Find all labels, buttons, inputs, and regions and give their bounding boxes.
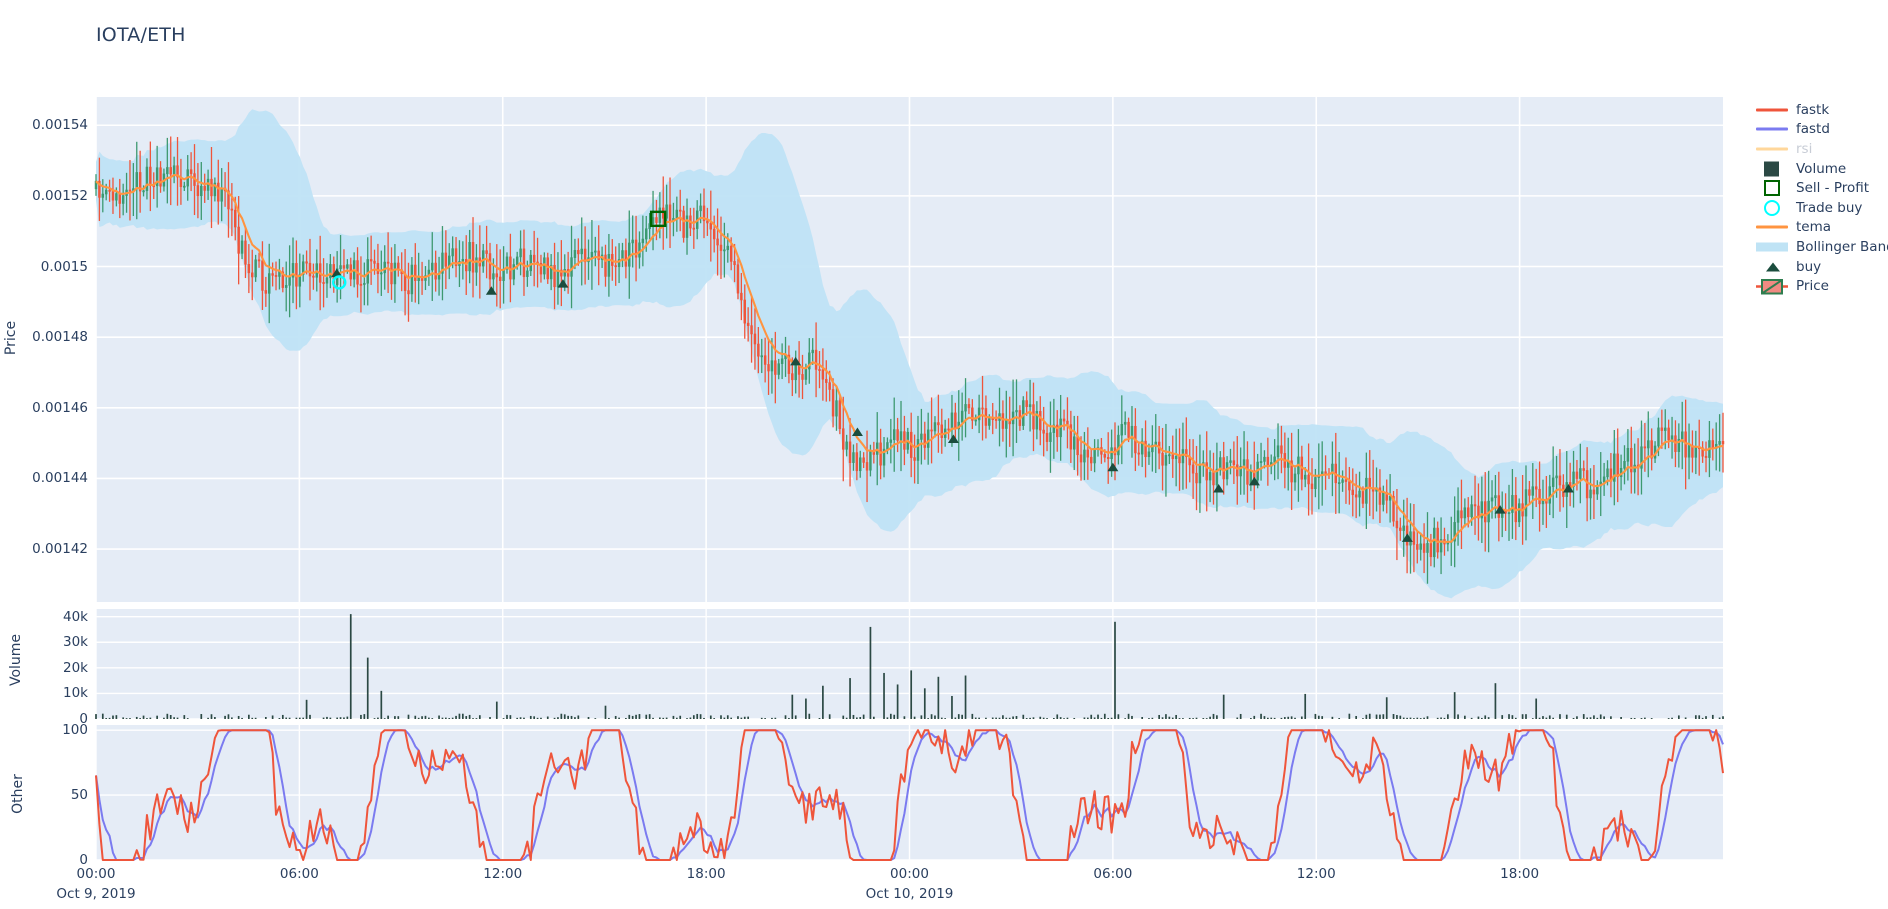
legend-item-label: rsi [1796,140,1813,157]
legend-item-label: fastd [1796,121,1830,138]
legend-line-swatch-icon [1754,120,1790,139]
other-panel [95,725,1724,861]
x-tick-label: 00:00 [890,866,929,882]
x-tick-label: 12:00 [483,866,523,882]
band-icon [1756,242,1788,252]
line-swatch-icon [1756,127,1788,131]
legend-item-fastd[interactable]: fastd [1754,120,1888,140]
candlestick-icon [1756,278,1788,295]
price-panel [94,97,1725,602]
x-date-label: Oct 9, 2019 [56,886,136,902]
legend-item-label: Bollinger Band [1796,238,1888,255]
legend-band-swatch-icon [1754,237,1790,256]
legend-item-bollinger-band[interactable]: Bollinger Band [1754,237,1888,257]
legend-line-swatch-icon [1754,218,1790,237]
legend-line-swatch-icon [1754,100,1790,119]
other-plot [95,725,1724,861]
y-tick-label: 30k [63,634,88,651]
x-tick-label: 06:00 [1093,866,1133,882]
legend-item-buy[interactable]: buy [1754,257,1888,277]
y-tick-label: 0.00146 [32,399,88,416]
legend-item-label: tema [1796,219,1832,236]
y-tick-label: 0.00154 [32,117,88,134]
legend-line-swatch-icon [1754,139,1790,158]
legend-item-volume[interactable]: Volume [1754,159,1888,179]
y-tick-label: 10k [63,685,88,702]
circle-open-icon [1764,199,1780,216]
y-tick-label: 40k [63,608,88,625]
x-tick-label: 06:00 [279,866,319,882]
x-tick-label: 12:00 [1296,866,1336,882]
y-tick-label: 0.0015 [40,258,88,275]
y-tick-label: 0.00142 [32,541,88,558]
legend-item-fastk[interactable]: fastk [1754,100,1888,120]
x-tick-label: 18:00 [1500,866,1540,882]
legend-square-swatch-icon [1754,159,1790,178]
y-tick-label: 50 [70,787,88,804]
x-date-label: Oct 10, 2019 [865,886,954,902]
legend-item-sell-profit[interactable]: Sell - Profit [1754,178,1888,198]
legend-item-label: Sell - Profit [1796,180,1870,197]
legend-candlestick-icon [1754,277,1790,296]
legend-item-label: buy [1796,258,1822,275]
y-tick-label: 0.00152 [32,187,88,204]
legend-item-label: Price [1796,278,1829,295]
line-swatch-icon [1756,108,1788,112]
chart-legend: fastk fastd rsi Volume Sell - Profit Trade bu… [1754,100,1888,296]
legend-open-square-icon [1754,179,1790,198]
legend-item-tema[interactable]: tema [1754,218,1888,238]
legend-open-circle-icon [1754,198,1790,217]
y-tick-label: 0 [79,711,88,727]
square-open-icon [1764,180,1780,197]
y-tick-label: 0.00148 [32,329,88,346]
x-tick-label: 00:00 [76,866,116,882]
line-swatch-icon [1756,225,1788,229]
triangle-up-icon [1766,262,1780,272]
square-icon [1764,161,1779,177]
legend-item-trade-buy[interactable]: Trade buy [1754,198,1888,218]
volume-plot [95,609,1724,720]
price-plot [94,97,1725,602]
legend-item-rsi[interactable]: rsi [1754,139,1888,159]
legend-item-label: Volume [1796,160,1847,177]
legend-item-label: Trade buy [1796,199,1863,216]
y-tick-label: 0.00144 [32,470,88,487]
legend-item-price[interactable]: Price [1754,276,1888,296]
chart-title: IOTA/ETH [96,24,186,46]
legend-triangle-icon [1754,257,1790,276]
volume-panel [95,609,1724,720]
x-tick-label: 18:00 [686,866,726,882]
y-tick-label: 20k [63,659,88,676]
y-tick-label: 100 [62,722,88,739]
line-swatch-icon [1756,147,1788,151]
y-tick-label: 0 [79,852,88,868]
legend-item-label: fastk [1796,101,1830,118]
